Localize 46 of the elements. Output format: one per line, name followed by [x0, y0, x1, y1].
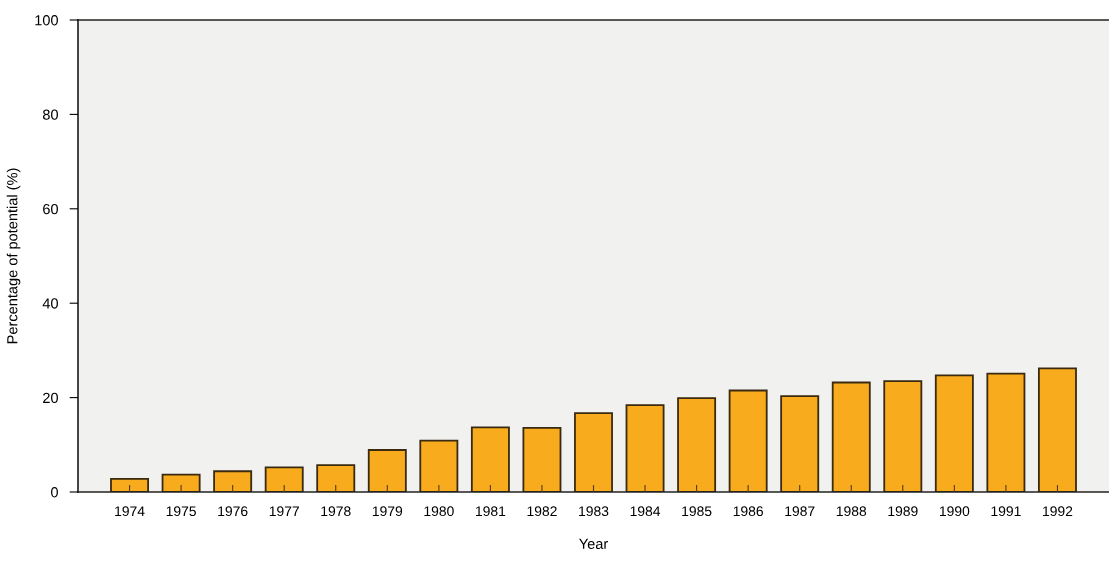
x-tick-label: 1974	[115, 506, 145, 517]
bar	[316, 464, 356, 492]
y-tick-label: 0	[51, 487, 58, 498]
y-tick-label: 40	[42, 298, 58, 309]
y-tick-label: 20	[43, 392, 58, 404]
x-tick-label: 1992	[1043, 506, 1073, 517]
x-axis-title: Year	[579, 538, 608, 549]
bar	[986, 372, 1026, 492]
bar	[831, 381, 871, 492]
bar	[161, 473, 201, 492]
y-tick-label: 80	[42, 109, 58, 120]
x-tick-label: 1988	[836, 506, 867, 517]
x-tick-label: 1985	[682, 506, 712, 517]
bar	[934, 374, 974, 492]
x-tick-label: 1982	[527, 506, 557, 517]
bar	[419, 439, 459, 492]
bar	[110, 477, 150, 492]
bar	[883, 380, 923, 492]
bar	[1037, 367, 1077, 492]
bar	[677, 397, 717, 492]
x-tick-label: 1980	[424, 506, 454, 517]
bar	[522, 426, 562, 492]
y-tick-label: 100	[35, 15, 58, 26]
x-tick-label: 1984	[630, 506, 661, 517]
x-tick-label: 1991	[991, 506, 1021, 517]
x-tick-label: 1976	[218, 506, 248, 517]
y-axis-title: Percentage of potential (%)	[6, 168, 21, 344]
x-tick-label: 1981	[476, 506, 506, 517]
bar	[625, 404, 665, 492]
x-tick-label: 1977	[269, 506, 299, 517]
x-tick-label: 1978	[321, 506, 351, 517]
x-tick-label: 1975	[166, 506, 196, 517]
bar	[470, 426, 510, 492]
y-tick-label: 60	[43, 203, 58, 215]
bar	[728, 389, 768, 492]
x-tick-label: 1987	[785, 506, 815, 517]
x-tick-label: 1990	[939, 506, 970, 517]
x-tick-label: 1979	[372, 506, 403, 517]
bar	[574, 412, 613, 492]
bar	[213, 470, 253, 492]
x-tick-label: 1986	[733, 506, 763, 517]
bar	[264, 466, 304, 492]
x-tick-label: 1989	[888, 506, 918, 517]
bar	[780, 395, 820, 492]
x-tick-label: 1983	[579, 506, 609, 517]
bar	[367, 449, 407, 492]
